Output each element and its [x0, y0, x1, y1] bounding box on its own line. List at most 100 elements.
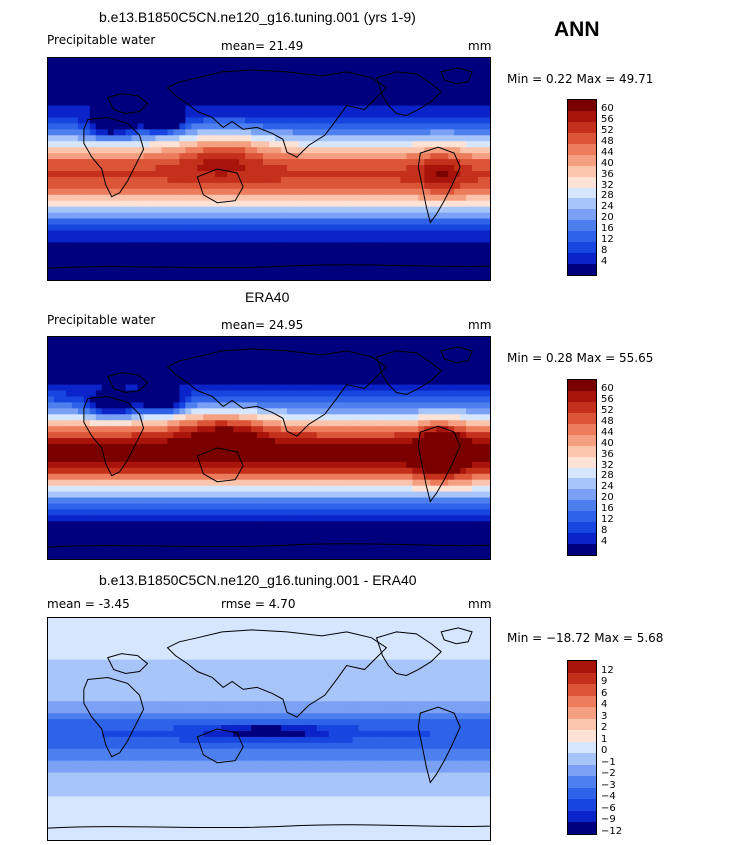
coastline [196, 168, 244, 204]
colorbar-tick-label: 3 [601, 710, 608, 722]
panel1-variable-label: Precipitable water [47, 33, 156, 47]
coastline [196, 447, 244, 483]
colorbar-segment [568, 810, 596, 823]
coastline [196, 728, 244, 764]
colorbar-segment [568, 380, 596, 391]
panel2-colorbar [567, 379, 597, 556]
colorbar-tick-label: 8 [601, 245, 608, 257]
colorbar-tick-label: −9 [601, 814, 616, 826]
colorbar-tick-label: 48 [601, 135, 614, 147]
colorbar-segment [568, 533, 596, 545]
colorbar-tick-label: −12 [601, 826, 623, 837]
colorbar-tick-label: 4 [601, 699, 608, 711]
colorbar-segment [568, 176, 596, 188]
panel1-minmax-label: Min = 0.22 Max = 49.71 [507, 72, 654, 86]
coastline [48, 264, 490, 269]
colorbar-tick-label: 0 [601, 745, 608, 757]
coastline [440, 67, 473, 85]
colorbar-tick-label: 12 [601, 664, 614, 676]
panel2-variable-label: Precipitable water [47, 313, 156, 327]
colorbar-segment [568, 489, 596, 501]
coastline [166, 629, 388, 718]
colorbar-tick-label: 12 [601, 234, 614, 246]
panel2-title: ERA40 [245, 289, 290, 305]
colorbar-segment [568, 456, 596, 468]
colorbar-segment [568, 231, 596, 243]
coastline [83, 116, 145, 198]
panel1-colorbar [567, 99, 597, 276]
colorbar-segment [568, 764, 596, 777]
colorbar-segment [568, 412, 596, 424]
colorbar-segment [568, 100, 596, 111]
colorbar-segment [568, 478, 596, 490]
colorbar-tick-label: 6 [601, 687, 608, 699]
colorbar-segment [568, 467, 596, 479]
colorbar-tick-label: 1 [601, 733, 608, 745]
coastline [375, 350, 442, 396]
colorbar-segment [568, 187, 596, 199]
panel3-rmse-label: rmse = 4.70 [221, 597, 296, 611]
colorbar-segment [568, 121, 596, 133]
coastline [48, 824, 490, 829]
coastline [440, 627, 473, 645]
colorbar-segment [568, 165, 596, 177]
colorbar-segment [568, 718, 596, 731]
colorbar-tick-label: −1 [601, 756, 616, 768]
panel2-units-label: mm [468, 318, 492, 332]
panel2-minmax-label: Min = 0.28 Max = 55.65 [507, 351, 654, 365]
colorbar-segment [568, 544, 596, 555]
panel1-map [47, 57, 491, 281]
coastline [440, 346, 473, 364]
colorbar-tick-label: −2 [601, 768, 616, 780]
colorbar-segment [568, 787, 596, 800]
coastline [48, 543, 490, 548]
colorbar-segment [568, 423, 596, 435]
colorbar-segment [568, 799, 596, 811]
coastline [107, 93, 149, 115]
colorbar-tick-label: 60 [601, 382, 614, 394]
colorbar-segment [568, 500, 596, 512]
colorbar-segment [568, 707, 596, 719]
colorbar-segment [568, 132, 596, 144]
colorbar-segment [568, 445, 596, 457]
coastline [417, 425, 461, 503]
panel3-title: b.e13.B1850C5CN.ne120_g16.tuning.001 - E… [99, 572, 417, 588]
colorbar-segment [568, 253, 596, 265]
colorbar-segment [568, 198, 596, 210]
colorbar-segment [568, 220, 596, 232]
colorbar-segment [568, 401, 596, 413]
panel3-units-label: mm [468, 597, 492, 611]
colorbar-segment [568, 242, 596, 254]
colorbar-tick-label: 28 [601, 470, 614, 482]
colorbar-segment [568, 822, 596, 834]
colorbar-tick-label: −4 [601, 791, 616, 803]
colorbar-segment [568, 511, 596, 523]
coastline [375, 631, 442, 677]
colorbar-segment [568, 684, 596, 696]
coastline [83, 676, 145, 758]
panel3-mean-label: mean = -3.45 [47, 597, 130, 611]
colorbar-segment [568, 434, 596, 446]
coastline [166, 69, 388, 158]
colorbar-segment [568, 110, 596, 122]
coastline [83, 395, 145, 477]
coastline [107, 653, 149, 675]
colorbar-tick-label: 52 [601, 124, 614, 136]
colorbar-tick-label: 56 [601, 113, 614, 125]
colorbar-tick-label: −6 [601, 802, 616, 814]
colorbar-segment [568, 741, 596, 754]
colorbar-tick-label: 20 [601, 492, 614, 504]
colorbar-tick-label: 44 [601, 146, 614, 158]
colorbar-segment [568, 154, 596, 166]
panel3-colorbar [567, 660, 597, 835]
colorbar-segment [568, 695, 596, 708]
map-field [48, 58, 490, 280]
coastline [375, 71, 442, 117]
colorbar-tick-label: 56 [601, 393, 614, 405]
colorbar-tick-label: −3 [601, 779, 616, 791]
panel3-map [47, 617, 491, 841]
colorbar-segment [568, 209, 596, 221]
panel3-minmax-label: Min = −18.72 Max = 5.68 [507, 631, 664, 645]
colorbar-segment [568, 776, 596, 788]
map-field [48, 337, 490, 559]
